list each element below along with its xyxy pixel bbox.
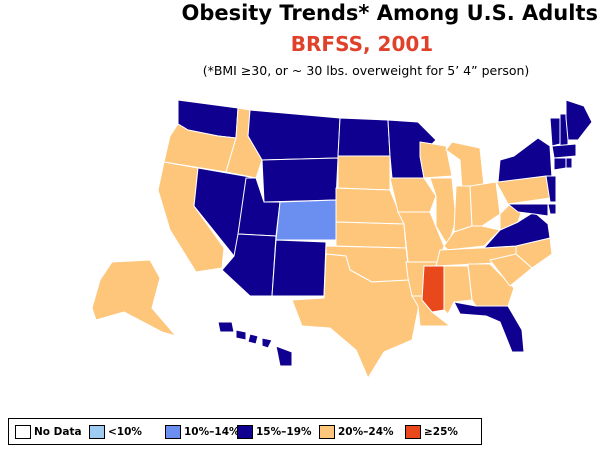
us-obesity-map: [91, 99, 593, 378]
legend-swatch: [405, 425, 421, 439]
map-title: Obesity Trends* Among U.S. Adults: [181, 1, 598, 25]
state-ma: [551, 143, 577, 159]
state-md: [507, 203, 549, 217]
state-nm: [271, 239, 327, 297]
states-layer: [91, 99, 593, 378]
state-co: [275, 199, 337, 241]
state-va: [483, 211, 551, 249]
map-subtitle: BRFSS, 2001: [290, 32, 434, 56]
state-ny: [497, 137, 553, 183]
state-ms: [421, 265, 445, 313]
legend-label: 15%–19%: [256, 426, 312, 438]
legend-swatch: [237, 425, 253, 439]
state-tx: [291, 253, 421, 378]
state-wy: [261, 157, 339, 203]
state-mt: [247, 109, 341, 161]
legend-label: 20%–24%: [338, 426, 394, 438]
legend-label: <10%: [108, 426, 142, 438]
legend-label: ≥25%: [424, 426, 458, 438]
legend-swatch: [89, 425, 105, 439]
state-ri: [565, 157, 573, 169]
legend-swatch: [319, 425, 335, 439]
state-in: [453, 185, 473, 233]
state-ks: [335, 221, 407, 249]
state-sd: [337, 155, 391, 191]
state-fl: [453, 301, 525, 353]
legend-swatch: [15, 425, 31, 439]
state-wi: [419, 141, 453, 179]
state-vt: [549, 117, 561, 147]
legend: No Data <10% 10%–14% 15%–19% 20%–24% ≥25%: [8, 418, 482, 445]
state-hi: [217, 321, 293, 367]
state-ct: [553, 157, 567, 171]
legend-swatch: [165, 425, 181, 439]
state-de: [547, 203, 557, 215]
state-ak: [91, 259, 177, 337]
bmi-footnote: (*BMI ≥30, or ~ 30 lbs. overweight for 5…: [202, 63, 530, 78]
legend-label: 10%–14%: [184, 426, 240, 438]
state-nj: [545, 175, 557, 203]
state-oh: [469, 181, 501, 227]
legend-label: No Data: [34, 426, 82, 438]
state-ia: [389, 177, 437, 213]
state-nd: [337, 117, 391, 157]
state-me: [565, 99, 593, 141]
